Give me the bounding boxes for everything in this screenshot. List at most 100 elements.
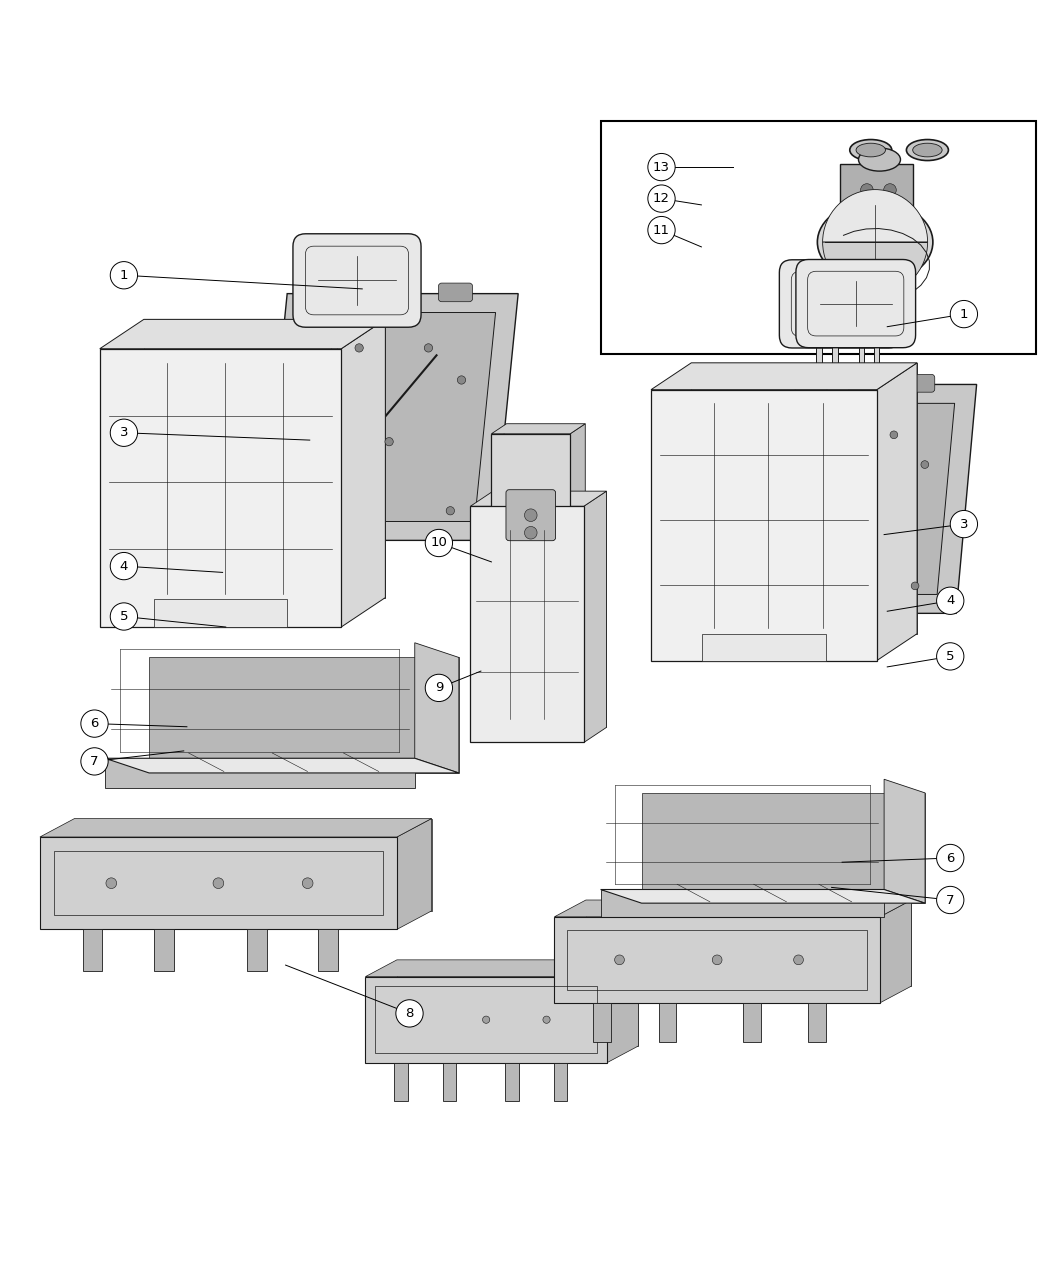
Circle shape — [712, 955, 722, 965]
Polygon shape — [874, 335, 880, 370]
Polygon shape — [397, 960, 638, 1046]
Polygon shape — [83, 929, 103, 972]
Polygon shape — [808, 1003, 826, 1042]
Ellipse shape — [859, 148, 901, 171]
Circle shape — [213, 878, 224, 889]
Circle shape — [411, 1016, 417, 1024]
Polygon shape — [377, 315, 383, 352]
Circle shape — [458, 376, 465, 384]
Circle shape — [81, 710, 108, 737]
Circle shape — [648, 153, 675, 181]
Ellipse shape — [817, 201, 932, 283]
Text: 3: 3 — [120, 426, 128, 440]
Polygon shape — [415, 643, 459, 773]
FancyBboxPatch shape — [506, 490, 555, 541]
Polygon shape — [262, 293, 518, 541]
Polygon shape — [281, 312, 496, 521]
Circle shape — [396, 1000, 423, 1028]
Polygon shape — [651, 390, 877, 660]
Polygon shape — [247, 929, 267, 972]
Wedge shape — [822, 190, 927, 242]
Polygon shape — [601, 890, 884, 917]
Circle shape — [525, 527, 538, 539]
Circle shape — [648, 217, 675, 244]
Polygon shape — [607, 960, 638, 1063]
Circle shape — [950, 301, 978, 328]
Polygon shape — [877, 363, 917, 660]
Text: 5: 5 — [120, 609, 128, 623]
Circle shape — [385, 437, 394, 446]
Polygon shape — [332, 315, 337, 352]
Text: 8: 8 — [405, 1007, 414, 1020]
Text: 9: 9 — [435, 681, 443, 695]
Polygon shape — [397, 819, 432, 929]
Circle shape — [648, 185, 675, 212]
Circle shape — [950, 510, 978, 538]
Text: 6: 6 — [90, 717, 99, 731]
FancyBboxPatch shape — [796, 260, 916, 348]
Text: 7: 7 — [946, 894, 954, 907]
Text: 1: 1 — [120, 269, 128, 282]
Text: 5: 5 — [946, 650, 954, 663]
Polygon shape — [395, 1063, 407, 1102]
Circle shape — [921, 460, 928, 468]
FancyBboxPatch shape — [323, 283, 357, 302]
Polygon shape — [40, 819, 432, 836]
Circle shape — [937, 886, 964, 914]
Polygon shape — [105, 759, 415, 788]
Circle shape — [825, 431, 833, 439]
Polygon shape — [741, 385, 976, 613]
Polygon shape — [701, 634, 826, 660]
Circle shape — [110, 603, 138, 630]
Polygon shape — [859, 335, 864, 370]
Circle shape — [81, 747, 108, 775]
Polygon shape — [154, 929, 174, 972]
Circle shape — [525, 509, 538, 521]
Polygon shape — [760, 403, 954, 594]
Circle shape — [424, 344, 433, 352]
Circle shape — [937, 844, 964, 872]
Polygon shape — [341, 319, 385, 627]
Polygon shape — [505, 1063, 519, 1102]
Polygon shape — [570, 423, 585, 593]
Polygon shape — [554, 900, 911, 917]
Polygon shape — [884, 779, 925, 903]
FancyBboxPatch shape — [795, 375, 827, 393]
Circle shape — [861, 184, 874, 196]
Polygon shape — [491, 434, 570, 593]
Circle shape — [110, 261, 138, 289]
Circle shape — [110, 552, 138, 580]
Circle shape — [110, 419, 138, 446]
Polygon shape — [586, 900, 911, 986]
Circle shape — [884, 184, 897, 196]
Polygon shape — [318, 929, 338, 972]
Ellipse shape — [849, 139, 891, 161]
FancyBboxPatch shape — [381, 283, 415, 302]
Circle shape — [446, 506, 455, 515]
Text: 4: 4 — [120, 560, 128, 572]
FancyBboxPatch shape — [601, 121, 1036, 354]
Polygon shape — [100, 319, 385, 349]
Polygon shape — [494, 491, 607, 727]
Polygon shape — [840, 163, 914, 217]
Text: 10: 10 — [430, 537, 447, 550]
Polygon shape — [154, 599, 287, 627]
Polygon shape — [365, 960, 638, 977]
Text: 6: 6 — [946, 852, 954, 864]
Text: 1: 1 — [960, 307, 968, 320]
Polygon shape — [105, 759, 459, 773]
Polygon shape — [642, 793, 925, 903]
Circle shape — [890, 431, 898, 439]
Ellipse shape — [856, 143, 885, 157]
Polygon shape — [816, 335, 822, 370]
Polygon shape — [149, 658, 459, 773]
Circle shape — [786, 581, 794, 590]
Text: 7: 7 — [90, 755, 99, 768]
Polygon shape — [584, 491, 607, 742]
Text: 3: 3 — [960, 518, 968, 530]
Polygon shape — [651, 363, 917, 390]
Circle shape — [314, 376, 322, 384]
Circle shape — [483, 1016, 489, 1024]
Polygon shape — [832, 335, 838, 370]
Polygon shape — [880, 900, 911, 1003]
